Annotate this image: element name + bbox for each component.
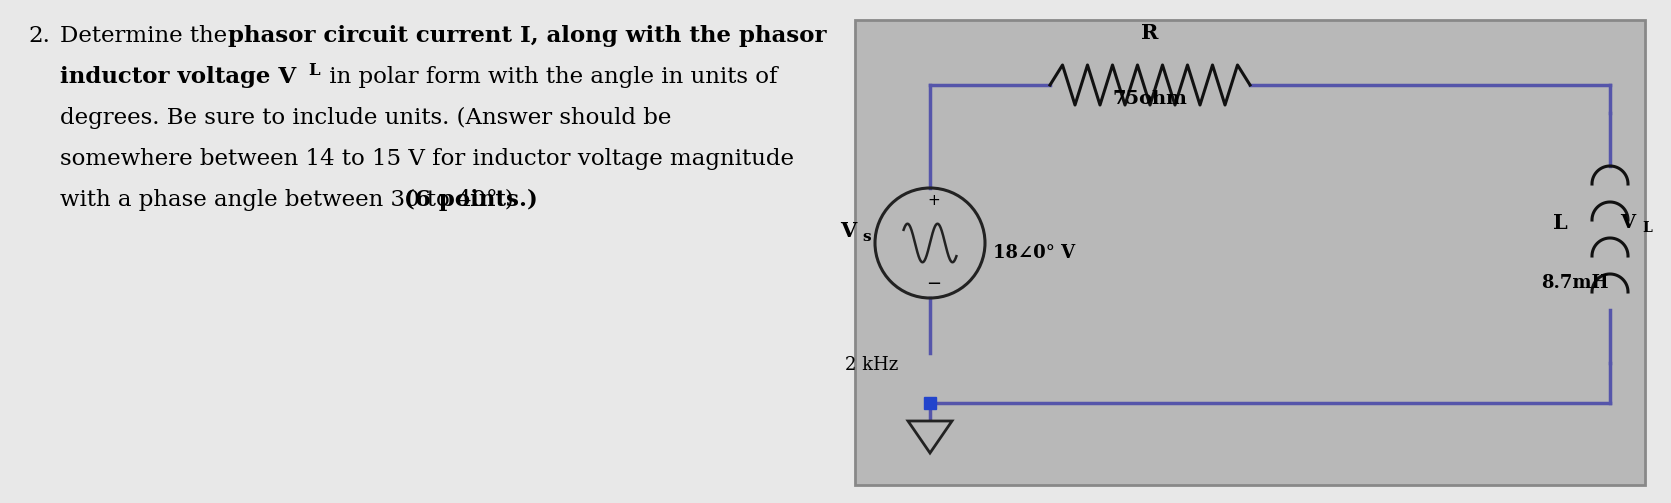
Text: 2 kHz: 2 kHz: [846, 356, 899, 374]
Text: 2.: 2.: [28, 25, 50, 47]
Polygon shape: [907, 421, 952, 453]
Text: in polar form with the angle in units of: in polar form with the angle in units of: [323, 66, 777, 88]
Text: L: L: [307, 62, 319, 79]
Text: (6 points.): (6 points.): [404, 189, 538, 211]
Text: with a phase angle between 30 to 40°.): with a phase angle between 30 to 40°.): [60, 189, 521, 211]
Text: somewhere between 14 to 15 V for inductor voltage magnitude: somewhere between 14 to 15 V for inducto…: [60, 148, 794, 170]
Text: inductor voltage V: inductor voltage V: [60, 66, 296, 88]
Text: 18∠0° V: 18∠0° V: [993, 244, 1074, 262]
Text: L: L: [1643, 221, 1651, 235]
Text: degrees. Be sure to include units. (Answer should be: degrees. Be sure to include units. (Answ…: [60, 107, 672, 129]
Text: 8.7mH: 8.7mH: [1541, 274, 1609, 292]
Text: Determine the: Determine the: [60, 25, 234, 47]
Text: phasor circuit current I, along with the phasor: phasor circuit current I, along with the…: [227, 25, 827, 47]
Text: R: R: [1141, 23, 1158, 43]
Text: V: V: [841, 221, 856, 241]
Bar: [856, 20, 1644, 485]
Text: +: +: [927, 193, 941, 208]
Text: −: −: [926, 275, 941, 293]
Text: L: L: [1552, 213, 1567, 233]
Text: V: V: [1619, 214, 1636, 232]
Text: 75ohm: 75ohm: [1113, 90, 1188, 108]
Text: s: s: [862, 230, 871, 244]
